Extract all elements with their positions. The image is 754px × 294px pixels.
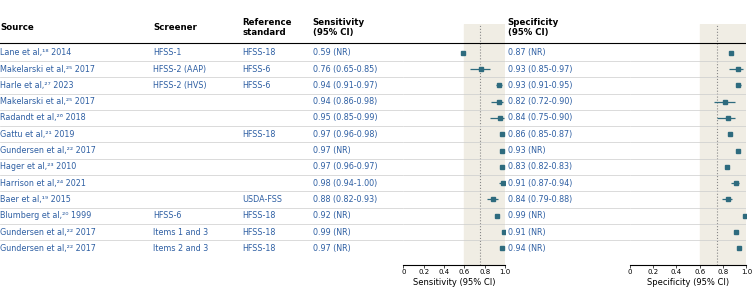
Text: 0.84 (0.79-0.88): 0.84 (0.79-0.88) xyxy=(507,195,572,204)
Text: Blumberg et al,²⁰ 1999: Blumberg et al,²⁰ 1999 xyxy=(0,211,91,220)
Text: 0.91 (0.87-0.94): 0.91 (0.87-0.94) xyxy=(507,179,572,188)
Text: HFSS-18: HFSS-18 xyxy=(242,244,275,253)
Text: 0.97 (0.96-0.97): 0.97 (0.96-0.97) xyxy=(313,162,377,171)
Text: 0.93 (NR): 0.93 (NR) xyxy=(507,146,545,155)
Text: 0.92 (NR): 0.92 (NR) xyxy=(313,211,351,220)
Text: 0.84 (0.75-0.90): 0.84 (0.75-0.90) xyxy=(507,113,572,123)
Text: Reference
standard: Reference standard xyxy=(242,18,292,37)
Text: HFSS-6: HFSS-6 xyxy=(153,211,182,220)
Text: 0.97 (0.96-0.98): 0.97 (0.96-0.98) xyxy=(313,130,377,139)
Text: 0.91 (NR): 0.91 (NR) xyxy=(507,228,545,236)
Text: 0.82 (0.72-0.90): 0.82 (0.72-0.90) xyxy=(507,97,572,106)
Text: HFSS-2 (AAP): HFSS-2 (AAP) xyxy=(153,65,207,74)
Text: 0.76 (0.65-0.85): 0.76 (0.65-0.85) xyxy=(313,65,377,74)
Text: 0.95 (0.85-0.99): 0.95 (0.85-0.99) xyxy=(313,113,377,123)
Text: Gattu et al,²¹ 2019: Gattu et al,²¹ 2019 xyxy=(0,130,75,139)
Text: 0.94 (0.91-0.97): 0.94 (0.91-0.97) xyxy=(313,81,377,90)
Text: HFSS-18: HFSS-18 xyxy=(242,130,275,139)
Text: 0.94 (NR): 0.94 (NR) xyxy=(507,244,545,253)
Text: HFSS-2 (HVS): HFSS-2 (HVS) xyxy=(153,81,207,90)
Text: USDA-FSS: USDA-FSS xyxy=(242,195,282,204)
Text: 0.83 (0.82-0.83): 0.83 (0.82-0.83) xyxy=(507,162,572,171)
Text: Harrison et al,²⁴ 2021: Harrison et al,²⁴ 2021 xyxy=(0,179,86,188)
Text: Harle et al,²⁷ 2023: Harle et al,²⁷ 2023 xyxy=(0,81,73,90)
Bar xyxy=(700,24,746,265)
Text: 0.59 (NR): 0.59 (NR) xyxy=(313,48,351,57)
Text: 0.87 (NR): 0.87 (NR) xyxy=(507,48,545,57)
Text: 0.98 (0.94-1.00): 0.98 (0.94-1.00) xyxy=(313,179,377,188)
Text: Baer et al,¹⁹ 2015: Baer et al,¹⁹ 2015 xyxy=(0,195,71,204)
Text: HFSS-6: HFSS-6 xyxy=(242,81,271,90)
Text: Source: Source xyxy=(0,24,34,32)
Text: Gundersen et al,²² 2017: Gundersen et al,²² 2017 xyxy=(0,146,96,155)
Text: Makelarski et al,²⁵ 2017: Makelarski et al,²⁵ 2017 xyxy=(0,97,95,106)
Text: Screener: Screener xyxy=(153,24,197,32)
Text: Gundersen et al,²² 2017: Gundersen et al,²² 2017 xyxy=(0,244,96,253)
Text: HFSS-18: HFSS-18 xyxy=(242,48,275,57)
Text: Items 1 and 3: Items 1 and 3 xyxy=(153,228,208,236)
Text: 0.99 (NR): 0.99 (NR) xyxy=(507,211,545,220)
Text: Sensitivity
(95% CI): Sensitivity (95% CI) xyxy=(313,18,365,37)
X-axis label: Specificity (95% CI): Specificity (95% CI) xyxy=(647,278,729,287)
Text: 0.97 (NR): 0.97 (NR) xyxy=(313,244,351,253)
Text: Hager et al,²³ 2010: Hager et al,²³ 2010 xyxy=(0,162,76,171)
X-axis label: Sensitivity (95% CI): Sensitivity (95% CI) xyxy=(413,278,495,287)
Text: Makelarski et al,²⁵ 2017: Makelarski et al,²⁵ 2017 xyxy=(0,65,95,74)
Text: Radandt et al,²⁶ 2018: Radandt et al,²⁶ 2018 xyxy=(0,113,86,123)
Text: Items 2 and 3: Items 2 and 3 xyxy=(153,244,209,253)
Text: 0.93 (0.91-0.95): 0.93 (0.91-0.95) xyxy=(507,81,572,90)
Text: Gundersen et al,²² 2017: Gundersen et al,²² 2017 xyxy=(0,228,96,236)
Text: HFSS-6: HFSS-6 xyxy=(242,65,271,74)
Text: Specificity
(95% CI): Specificity (95% CI) xyxy=(507,18,559,37)
Text: 0.99 (NR): 0.99 (NR) xyxy=(313,228,351,236)
Text: HFSS-1: HFSS-1 xyxy=(153,48,182,57)
Bar xyxy=(464,24,505,265)
Text: 0.88 (0.82-0.93): 0.88 (0.82-0.93) xyxy=(313,195,377,204)
Text: 0.86 (0.85-0.87): 0.86 (0.85-0.87) xyxy=(507,130,572,139)
Text: HFSS-18: HFSS-18 xyxy=(242,228,275,236)
Text: 0.93 (0.85-0.97): 0.93 (0.85-0.97) xyxy=(507,65,572,74)
Text: HFSS-18: HFSS-18 xyxy=(242,211,275,220)
Text: 0.97 (NR): 0.97 (NR) xyxy=(313,146,351,155)
Text: 0.94 (0.86-0.98): 0.94 (0.86-0.98) xyxy=(313,97,377,106)
Text: Lane et al,¹⁸ 2014: Lane et al,¹⁸ 2014 xyxy=(0,48,71,57)
